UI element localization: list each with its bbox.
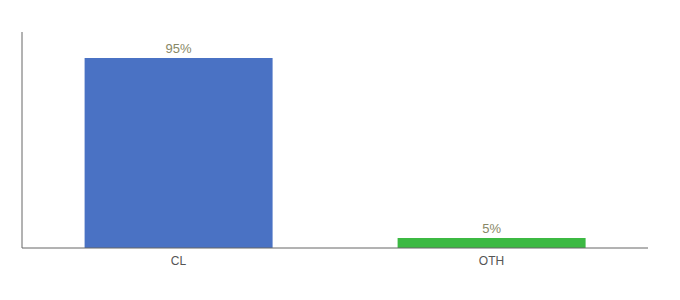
svg-text:5%: 5% — [482, 221, 501, 236]
svg-text:OTH: OTH — [479, 254, 504, 268]
svg-text:95%: 95% — [166, 41, 192, 56]
svg-text:CL: CL — [171, 254, 187, 268]
